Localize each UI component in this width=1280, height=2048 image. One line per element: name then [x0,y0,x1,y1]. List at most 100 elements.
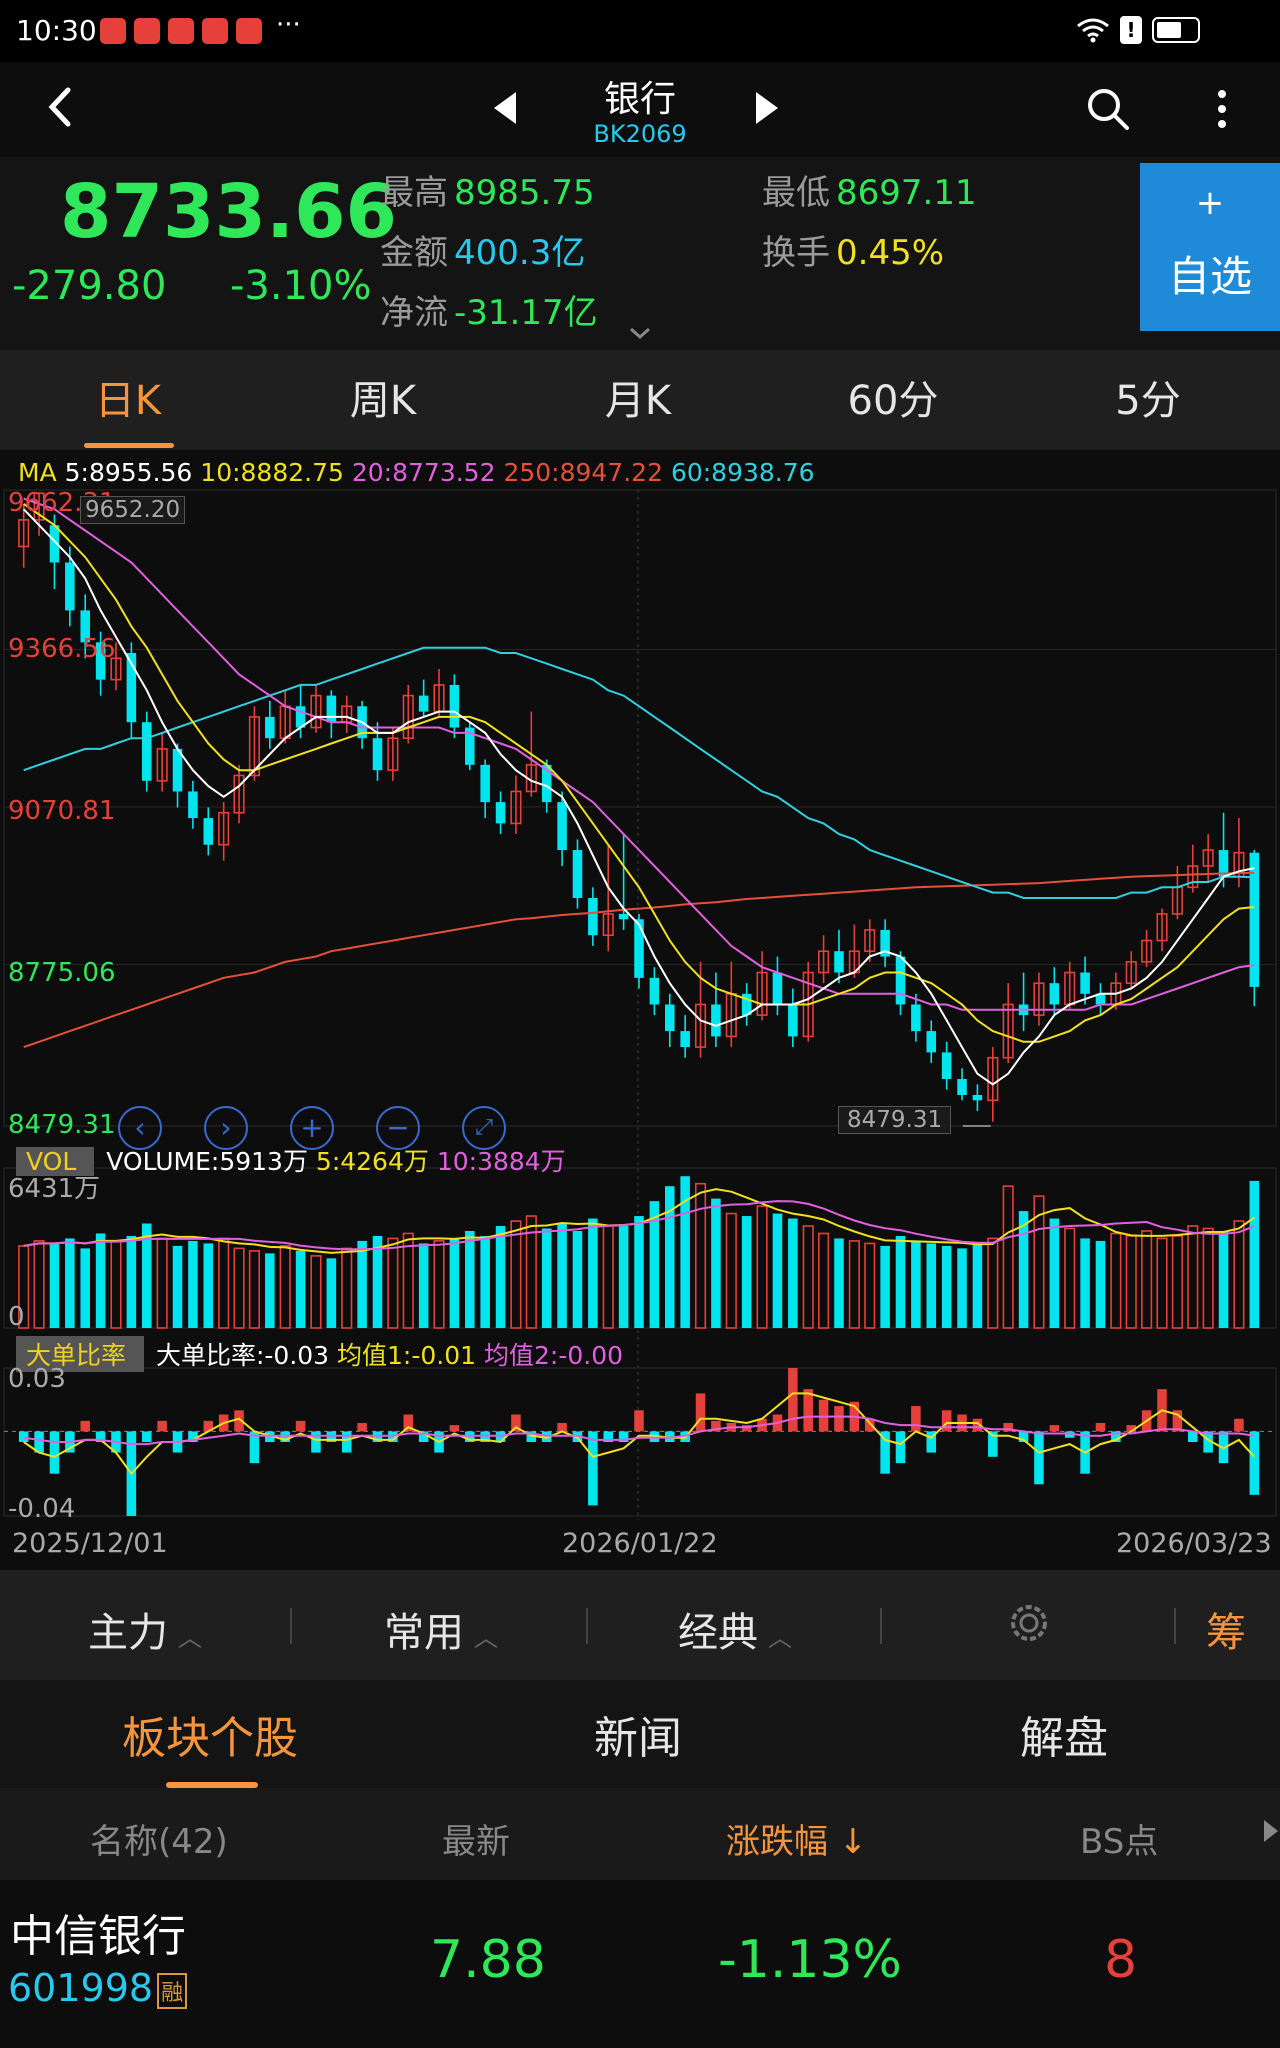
bigorder-bar [418,1431,429,1442]
volume-bar [80,1248,90,1328]
tab-sector-stocks[interactable]: 板块个股 [122,1713,298,1764]
bigorder-bar [634,1410,644,1432]
previous-sector-icon[interactable] [490,90,520,126]
kline-chart[interactable] [0,450,1280,1570]
volume-bar [495,1225,506,1328]
status-bar: 10:30 ··· ! [0,0,1280,62]
volume-bar [911,1240,921,1328]
col-name[interactable]: 名称(42) [90,1822,228,1862]
bigorder-bar [603,1431,614,1442]
low-marker-label: 8479.31 [838,1106,952,1134]
bigorder-indicator-select[interactable]: 大单比率 [16,1336,145,1372]
indicator-tab-common[interactable]: 常用 ︿ [384,1610,498,1656]
volume-bar [602,1225,614,1329]
tab-weekly[interactable]: 周K [349,378,417,424]
tab-5min[interactable]: 5分 [1115,378,1181,424]
volume-bar [480,1235,490,1328]
candle-body [880,929,890,957]
volume-bar [957,1248,967,1328]
back-icon[interactable] [40,82,80,132]
col-bs[interactable]: BS点 [1080,1822,1159,1862]
stock-last: 7.88 [430,1930,546,1990]
volume-bar [218,1237,230,1329]
candle-body [295,706,306,728]
bigorder-bar [818,1399,829,1432]
indicator-tab-main[interactable]: 主力 ︿ [88,1610,202,1656]
fullscreen-button[interactable]: ⤢ [462,1106,506,1150]
candle-body [495,802,506,824]
tab-daily[interactable]: 日K [94,378,162,424]
bigorder-bar [372,1431,383,1442]
candle-body [418,695,429,712]
bigorder-bar [280,1431,290,1442]
notification-icons [100,18,262,44]
volume-bar [618,1225,629,1328]
bigorder-bar [357,1422,367,1432]
alert-icon: ! [1120,16,1142,44]
bigorder-axis-max: 0.03 [8,1364,66,1394]
candle-body [634,919,644,978]
candle-body [926,1031,937,1053]
table-row[interactable]: 中信银行 601998 融 7.88 -1.13% 8 [0,1880,1280,2048]
volume-indicator-select[interactable]: VOL [16,1147,95,1176]
more-notifications-icon: ··· [276,10,301,40]
bigorder-bar [526,1431,537,1442]
divider [586,1608,588,1644]
bigorder-bar [49,1431,60,1474]
bigorder-bar [788,1368,798,1432]
volume-bar [864,1242,876,1329]
volume-bar [387,1237,399,1329]
candle-body [1125,961,1137,984]
tab-analysis[interactable]: 解盘 [1020,1713,1108,1764]
volume-bar [433,1240,445,1329]
section-tab-indicator [166,1782,258,1788]
scroll-right-icon[interactable] [1262,1816,1280,1846]
expand-chevron-icon[interactable] [628,325,652,341]
search-icon[interactable] [1085,86,1131,132]
bigorder-avg2-line [23,1415,1255,1446]
col-change-pct[interactable]: 涨跌幅 ↓ [726,1822,868,1862]
candle-body [1002,1003,1014,1059]
bigorder-bar [157,1420,167,1432]
price-panel-frame [3,489,1277,1127]
zoom-out-button[interactable]: − [376,1106,420,1150]
volume-bar [788,1218,798,1328]
tab-news[interactable]: 新闻 [594,1713,682,1764]
date-axis-label: 2026/03/23 [1116,1528,1272,1559]
bigorder-avg1: 均值1:-0.01 [337,1341,477,1370]
add-watchlist-button[interactable]: + 自选 [1140,163,1280,331]
bigorder-bar [664,1431,675,1442]
next-sector-icon[interactable] [752,90,782,126]
bigorder-bar [557,1422,567,1432]
scroll-right-button[interactable]: › [204,1106,248,1150]
volume-bar [418,1243,429,1328]
section-tabs: 板块个股 新闻 解盘 [0,1680,1280,1788]
indicator-tab-classic[interactable]: 经典 ︿ [678,1610,792,1656]
volume-bar [49,1243,60,1328]
more-menu-icon[interactable] [1208,86,1236,132]
bigorder-panel-frame [3,1367,1277,1517]
volume-bar [357,1240,367,1328]
volume-bar [95,1233,106,1328]
bigorder-bar [511,1414,521,1432]
candle-body [987,1056,999,1102]
scroll-left-button[interactable]: ‹ [118,1106,162,1150]
bigorder-bar [926,1431,937,1453]
volume-bar [33,1240,45,1329]
bigorder-bar [18,1431,29,1442]
volume-bar [1141,1230,1153,1329]
col-last[interactable]: 最新 [442,1822,510,1862]
volume-bar [372,1235,383,1328]
tab-60min[interactable]: 60分 [847,378,939,424]
volume-bar [1002,1185,1014,1329]
zoom-in-button[interactable]: + [290,1106,334,1150]
bigorder-bar [588,1431,598,1506]
gear-icon[interactable] [1004,1598,1054,1648]
kline-chart-area[interactable] [0,450,1280,1570]
candle-body [95,642,106,680]
volume-bar [680,1176,690,1328]
tab-monthly[interactable]: 月K [604,378,672,424]
bigorder-bar [1188,1431,1198,1442]
chip-distribution-button[interactable]: 筹 [1206,1610,1246,1656]
volume-bar [188,1240,198,1328]
